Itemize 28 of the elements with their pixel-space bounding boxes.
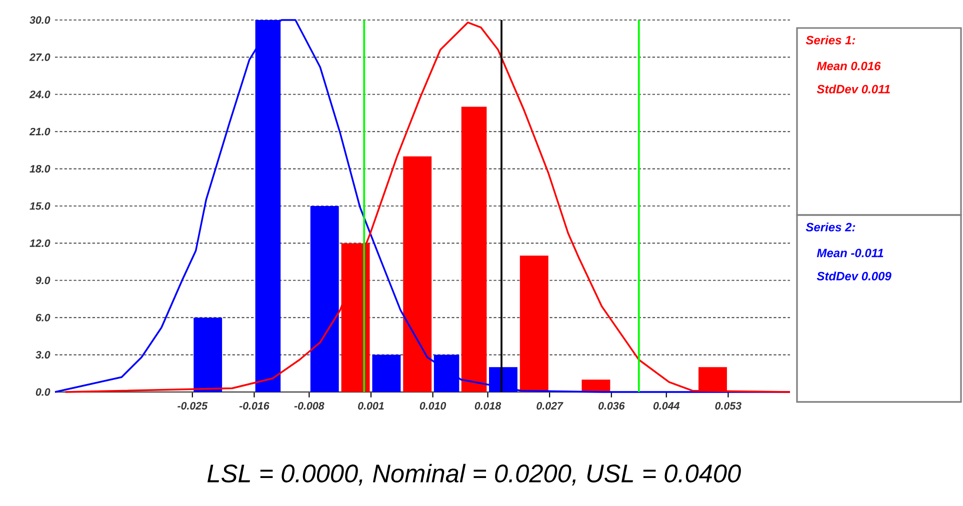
y-tick-label: 24.0 xyxy=(29,90,50,98)
text: StdDev 0.009 xyxy=(816,272,892,280)
y-tick-label: 6.0 xyxy=(36,314,50,322)
text: StdDev 0.011 xyxy=(816,84,890,94)
text: Mean 0.016 xyxy=(816,62,881,70)
x-tick-label: 0.053 xyxy=(715,402,742,410)
y-tick-label: 30.0 xyxy=(30,16,50,24)
y-tick-label: 18.0 xyxy=(30,165,50,173)
y-tick-label: 0.0 xyxy=(36,388,50,396)
y-tick-label: 27.0 xyxy=(29,53,50,61)
y-tick-label: 9.0 xyxy=(36,276,50,284)
y-tick-label: 12.0 xyxy=(30,239,50,247)
x-tick-label: -0.008 xyxy=(294,402,324,410)
text: Mean -0.011 xyxy=(816,248,884,258)
x-tick-label: 0.044 xyxy=(653,402,680,410)
text: Series 2: xyxy=(806,222,856,232)
y-tick-label: 15.0 xyxy=(30,202,50,210)
text: Series 1: xyxy=(806,36,856,44)
x-tick-label: 0.036 xyxy=(598,402,625,410)
x-tick-label: 0.027 xyxy=(536,402,564,410)
y-tick-label: 3.0 xyxy=(36,351,50,359)
x-tick-label: 0.001 xyxy=(358,402,384,410)
y-tick-label: 21.0 xyxy=(29,128,50,136)
x-tick-label: 0.018 xyxy=(474,402,502,410)
x-tick-label: -0.025 xyxy=(178,402,208,410)
x-tick-label: -0.016 xyxy=(239,402,270,410)
x-tick-label: 0.010 xyxy=(420,402,446,410)
x-axis-title: LSL = 0.0000, Nominal = 0.0200, USL = 0.0400 xyxy=(207,464,741,486)
